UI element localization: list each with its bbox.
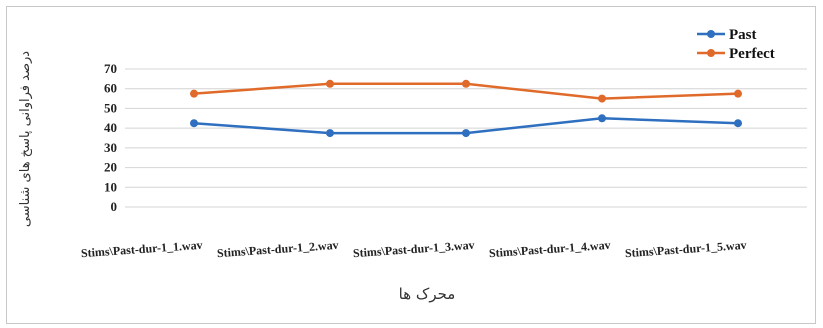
data-point: [326, 79, 334, 88]
y-tick-label: 40: [104, 120, 117, 135]
legend: Past Perfect: [697, 27, 775, 62]
y-tick-label: 20: [104, 160, 117, 175]
x-category-label: Stims\Past-dur-1_4.wav: [488, 238, 611, 260]
legend-label: Past: [729, 27, 757, 43]
series-past: [190, 114, 742, 138]
y-tick-label: 70: [104, 61, 117, 76]
data-point: [598, 94, 606, 103]
y-axis-ticks: 0 10 20 30 40 50 60 70: [104, 61, 117, 214]
data-point: [326, 129, 334, 138]
x-axis-categories: Stims\Past-dur-1_1.wav Stims\Past-dur-1_2…: [80, 238, 747, 260]
y-tick-label: 10: [104, 179, 117, 194]
x-axis-title: محرک ها: [399, 285, 456, 303]
data-point: [462, 129, 470, 138]
data-point: [734, 119, 742, 128]
x-category-label: Stims\Past-dur-1_3.wav: [352, 238, 475, 260]
x-category-label: Stims\Past-dur-1_1.wav: [80, 238, 203, 260]
data-point: [734, 89, 742, 98]
legend-item: Perfect: [697, 46, 775, 62]
data-point: [462, 79, 470, 88]
legend-item: Past: [697, 27, 757, 43]
legend-label: Perfect: [729, 46, 775, 62]
data-point: [190, 89, 198, 98]
data-point: [598, 114, 606, 123]
series-lines: [190, 79, 742, 138]
y-axis-title: درصد فراوانی پاسخ های شناسی: [18, 51, 33, 227]
y-tick-label: 0: [111, 199, 118, 214]
legend-swatch-marker: [707, 30, 715, 38]
gridlines: [125, 68, 807, 208]
legend-swatch-marker: [707, 49, 715, 57]
x-category-label: Stims\Past-dur-1_5.wav: [624, 238, 747, 260]
chart-frame: 0 10 20 30 40 50 60 70 Stims\Past-dur-1_1.wav St…: [6, 6, 816, 324]
series-perfect: [190, 79, 742, 103]
y-tick-label: 50: [104, 100, 117, 115]
data-point: [190, 119, 198, 128]
x-category-label: Stims\Past-dur-1_2.wav: [216, 238, 339, 260]
y-tick-label: 60: [104, 81, 117, 96]
y-tick-label: 30: [104, 140, 117, 155]
